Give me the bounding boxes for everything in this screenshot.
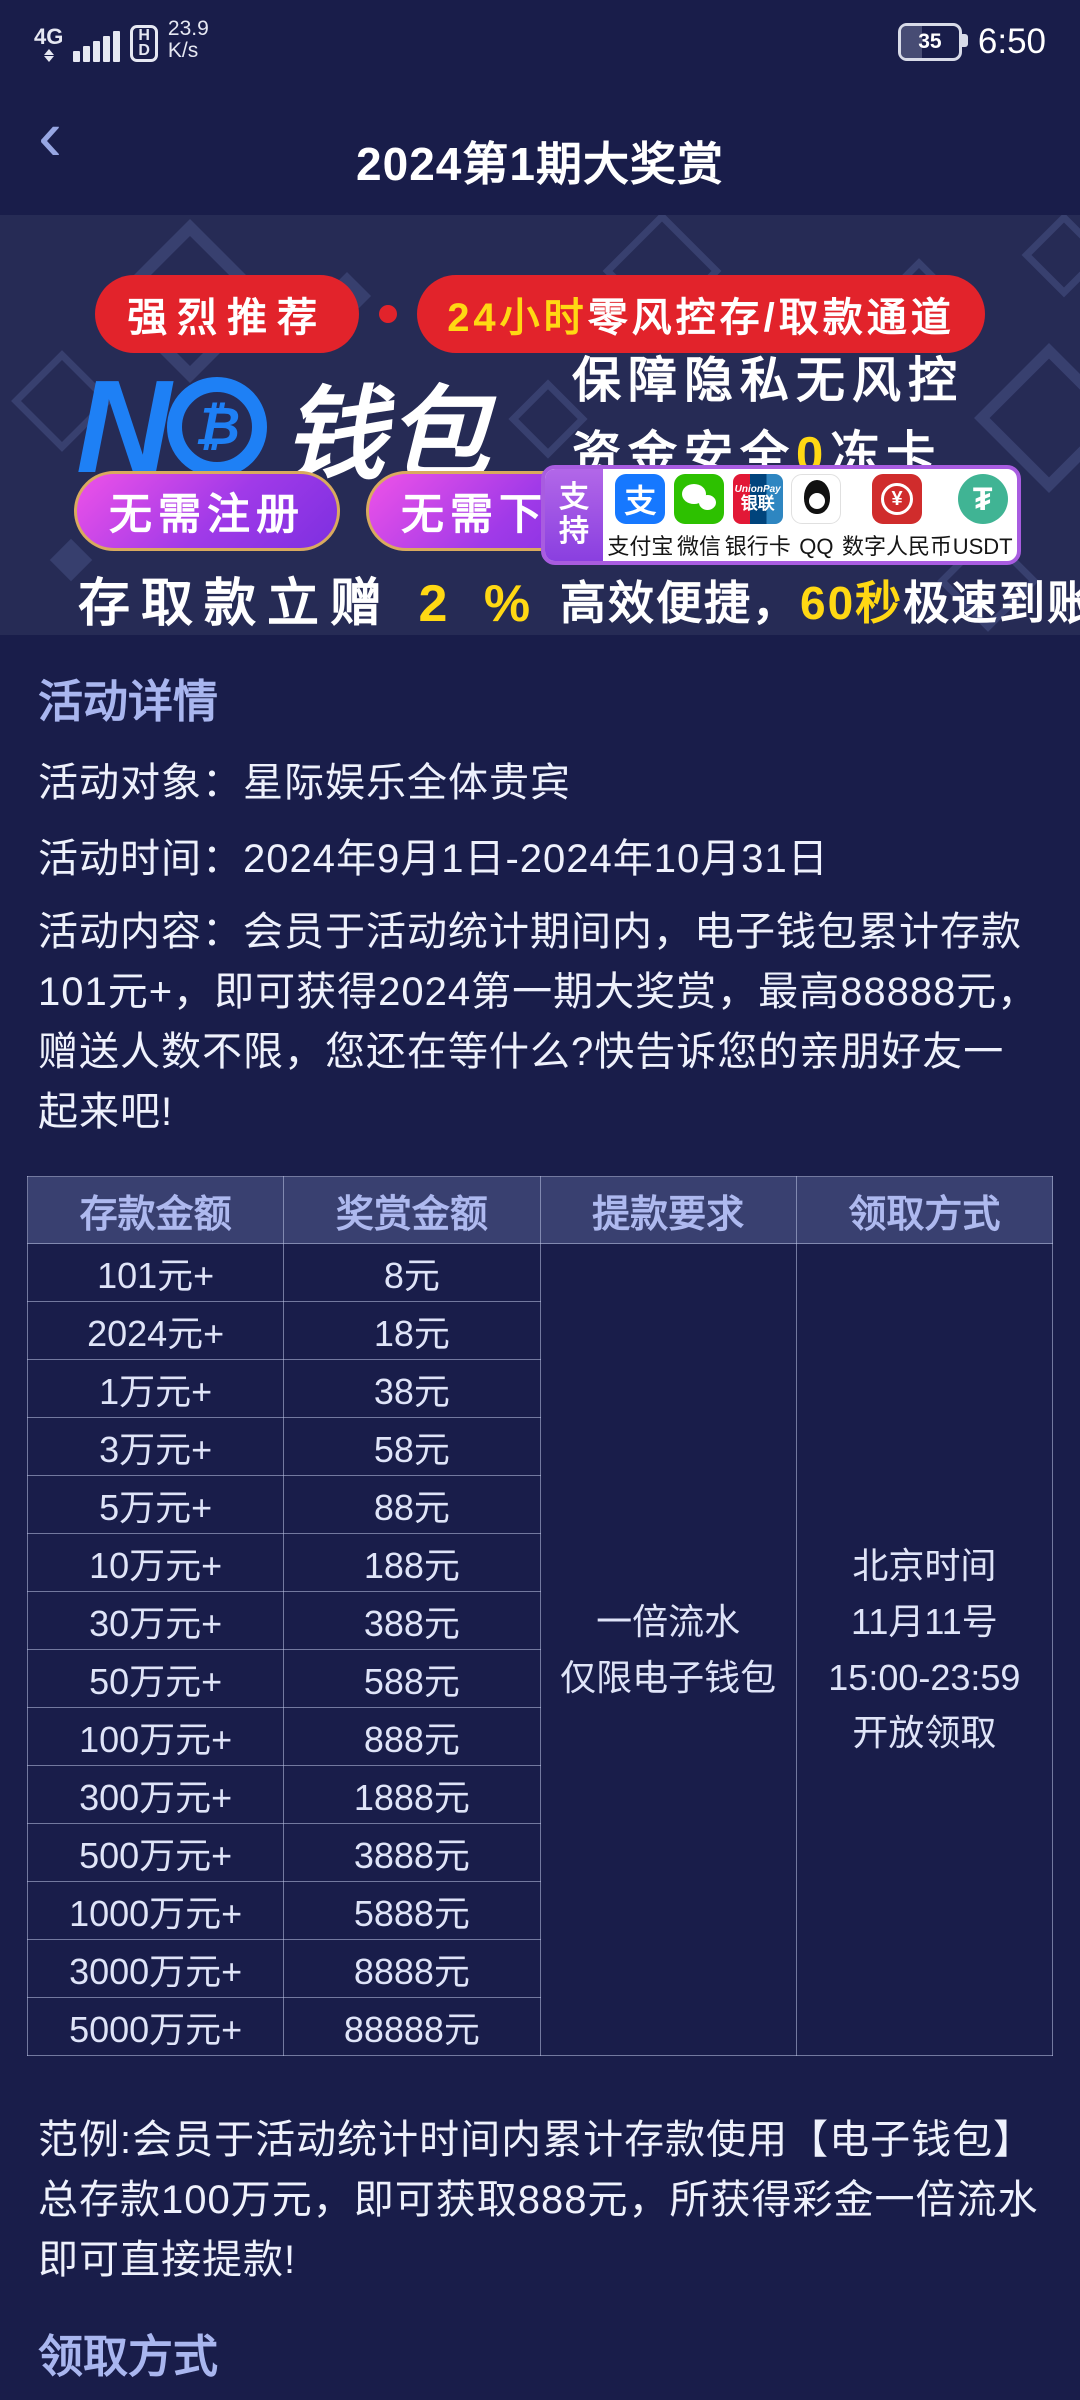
channel-badge: 24小时零风控存/取款通道 [417, 275, 985, 353]
usdt-icon: ₮ [957, 474, 1008, 524]
network-type-label: 4G [34, 24, 64, 49]
banner-badge-row: 强烈推荐 24小时零风控存/取款通道 [0, 275, 1080, 353]
battery-nub [961, 34, 968, 47]
col-reward-amount: 奖赏金额 [283, 1176, 541, 1244]
payment-qq: QQ [791, 474, 842, 558]
battery-icon: 35 [897, 23, 968, 61]
speed-value: 23.9 [167, 16, 209, 40]
payment-ecny: ¥ 数字人民币 [842, 474, 952, 558]
payment-alipay: 支 支付宝 [607, 474, 673, 558]
status-left: 4G H D 23.9 K/s [34, 16, 209, 62]
network-indicator: 4G [34, 26, 63, 62]
col-deposit-amount: 存款金额 [26, 1176, 285, 1244]
volte-hd-icon: H D [130, 25, 158, 62]
claim-method-cell: 北京时间 11月11号 15:00-23:59 开放领取 [795, 1243, 1054, 2056]
table-row: 10万元+ 188元 [26, 1533, 1053, 1592]
wechat-icon [674, 474, 725, 524]
support-label: 支 持 [545, 469, 603, 561]
table-row: 1万元+ 38元 [26, 1359, 1053, 1418]
network-speed: 23.9 K/s [167, 16, 209, 62]
unionpay-icon: UnionPay 银联 [732, 474, 783, 524]
bitcoin-coin-icon: ₿ [167, 376, 268, 477]
battery-fill [900, 26, 922, 58]
reward-table: 存款金额 奖赏金额 提款要求 领取方式 101元+ 8元 一倍流水 仅限电子钱包 … [26, 1176, 1054, 2056]
claim-section: 领取方式 [0, 2320, 1080, 2385]
dot-separator [379, 305, 398, 323]
payment-wechat: 微信 [674, 474, 725, 558]
page-title: 2024第1期大奖赏 [356, 138, 724, 190]
withdraw-requirement-cell: 一倍流水 仅限电子钱包 [539, 1243, 797, 2056]
status-bar: 4G H D 23.9 K/s 35 6:50 [0, 0, 1080, 70]
data-arrows-icon [43, 49, 54, 62]
alipay-icon: 支 [615, 474, 666, 524]
payment-items: 支 支付宝 微信 UnionPay 银联 银行卡 QQ ¥ 数字人民币 [603, 469, 1017, 561]
qq-penguin-icon [791, 474, 842, 524]
table-header-row: 存款金额 奖赏金额 提款要求 领取方式 [26, 1176, 1054, 1244]
details-heading: 活动详情 [38, 676, 219, 727]
table-row: 100万元+ 888元 [26, 1707, 1053, 1766]
promo-banner: 强烈推荐 24小时零风控存/取款通道 N ₿ 钱包 保障隐私无风控 资金安全0冻… [0, 215, 1080, 635]
activity-details-section: 活动详情 活动对象：星际娱乐全体贵宾 活动时间：2024年9月1日-2024年1… [0, 665, 1080, 1142]
app-header: ‹ 2024第1期大奖赏 [0, 70, 1080, 215]
table-row: 30万元+ 388元 [26, 1591, 1053, 1650]
back-chevron-icon[interactable]: ‹ [38, 96, 62, 176]
no-register-pill: 无需注册 [74, 471, 340, 551]
table-row: 50万元+ 588元 [26, 1649, 1053, 1708]
table-row: 1000万元+ 5888元 [26, 1881, 1053, 1940]
no-wallet-logo: N ₿ 钱包 [76, 353, 491, 500]
payment-bankcard: UnionPay 银联 银行卡 [725, 474, 791, 558]
recommend-badge: 强烈推荐 [95, 275, 360, 353]
table-row: 500万元+ 3888元 [26, 1823, 1053, 1882]
signal-strength-icon [73, 31, 121, 62]
col-withdraw-requirement: 提款要求 [539, 1176, 797, 1244]
table-row: 3万元+ 58元 [26, 1417, 1053, 1476]
status-right: 35 6:50 [897, 22, 1046, 62]
activity-content: 活动内容：会员于活动统计期间内，电子钱包累计存款101元+，即可获得2024第一… [38, 910, 1039, 1134]
digital-yuan-icon: ¥ [872, 474, 923, 524]
clock-time: 6:50 [977, 22, 1046, 61]
deposit-bonus-line: 存取款立赠 2 % [78, 575, 542, 633]
table-row: 5000万元+ 88888元 [26, 1997, 1053, 2056]
claim-heading: 领取方式 [38, 2331, 219, 2382]
activity-audience: 活动对象：星际娱乐全体贵宾 [38, 761, 571, 805]
logo-letter-n: N [76, 352, 171, 500]
table-row: 300万元+ 1888元 [26, 1765, 1053, 1824]
col-claim-method: 领取方式 [795, 1176, 1054, 1244]
speed-unit: K/s [167, 38, 199, 62]
activity-period: 活动时间：2024年9月1日-2024年10月31日 [38, 837, 829, 881]
payment-methods-bar: 支 持 支 支付宝 微信 UnionPay 银联 银行卡 QQ [541, 465, 1021, 565]
example-paragraph: 范例:会员于活动统计时间内累计存款使用【电子钱包】总存款100万元，即可获取88… [38, 2118, 1039, 2282]
payment-usdt: ₮ USDT [953, 474, 1013, 558]
slogan-line-1: 保障隐私无风控 [572, 354, 965, 408]
battery-level: 35 [918, 30, 942, 53]
table-row: 5万元+ 88元 [26, 1475, 1053, 1534]
table-row: 101元+ 8元 一倍流水 仅限电子钱包 北京时间 11月11号 15:00-23… [26, 1243, 1054, 2056]
fast-arrival-line: 高效便捷，60秒极速到账 [560, 577, 1080, 629]
